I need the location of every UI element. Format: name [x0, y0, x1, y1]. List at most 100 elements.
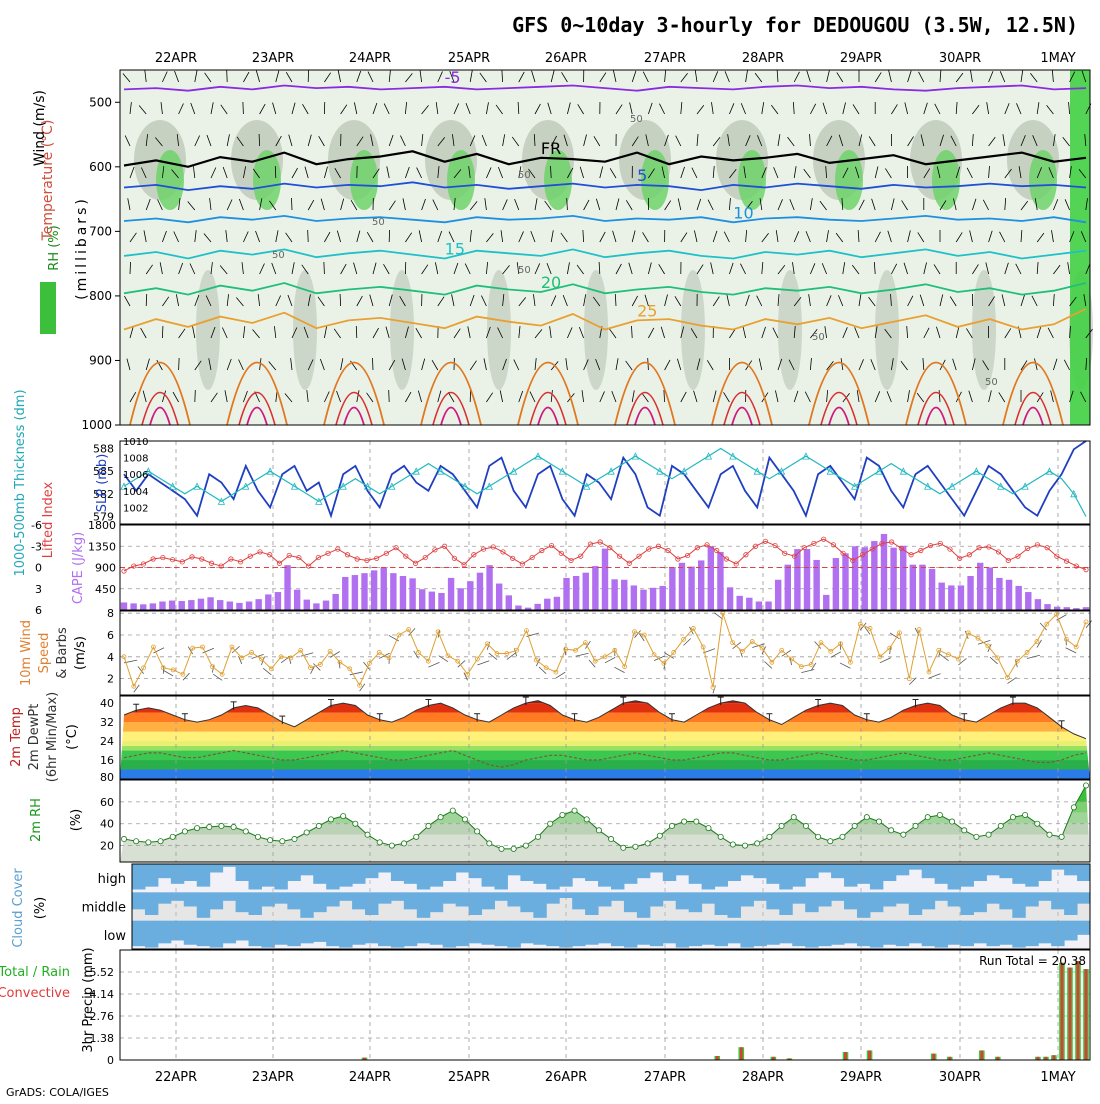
cape-bar	[592, 566, 598, 610]
cloud-cell	[1064, 864, 1077, 875]
rh-marker	[255, 834, 260, 839]
cloud-cell	[210, 921, 223, 948]
wind-barb	[576, 653, 589, 656]
cape-bar	[852, 546, 858, 610]
rh-marker	[913, 823, 918, 828]
cloud-cell	[378, 892, 391, 903]
li-axis-label: Lifted Index	[41, 481, 56, 558]
cloud-cell	[650, 864, 663, 873]
rh-marker	[134, 839, 139, 844]
cape-bar	[611, 579, 617, 610]
cloud-cell	[779, 864, 792, 890]
rh-band	[120, 824, 1090, 835]
cloud-cell	[223, 921, 236, 944]
wind-barb	[146, 294, 147, 306]
rh-marker	[268, 838, 273, 843]
cape-bar	[246, 602, 252, 611]
cape-bar	[631, 585, 637, 610]
rh-marker	[377, 840, 382, 845]
cape-bar	[121, 602, 127, 610]
bottom-date-label: 29APR	[840, 1070, 882, 1085]
convective-bar	[868, 1050, 871, 1060]
cape-bar	[919, 565, 925, 610]
cloud-cell	[494, 892, 507, 901]
y-tick-label: 40	[100, 697, 114, 710]
rh-marker	[767, 834, 772, 839]
rh-marker	[450, 808, 455, 813]
cloud-cell	[961, 892, 974, 915]
rh-marker	[1023, 812, 1028, 817]
cloud-cell	[715, 921, 728, 947]
rh-shade	[875, 270, 899, 390]
top-date-label: 1MAY	[1040, 51, 1075, 66]
rh-axis-label: (%)	[69, 809, 84, 832]
cloud-cell	[973, 921, 986, 944]
cape-bar	[381, 568, 387, 611]
cloud-cell	[715, 892, 728, 915]
wind-axis-label: Speed	[37, 633, 52, 674]
cloud-cell	[896, 864, 909, 875]
rh-marker	[1035, 821, 1040, 826]
cape-bar	[371, 570, 377, 610]
cloud-cell	[766, 864, 779, 884]
cape-bar	[602, 549, 608, 610]
cloud-axis-label: (%)	[33, 897, 48, 920]
cloud-cell	[831, 921, 844, 945]
cloud-cell	[805, 892, 818, 912]
cloud-cell	[715, 864, 728, 887]
rh-marker	[304, 830, 309, 835]
y-tick-label: 0	[107, 1054, 114, 1067]
rh-marker	[243, 829, 248, 834]
cape-bar	[236, 603, 242, 610]
cloud-cell	[378, 921, 391, 947]
cloud-cell	[443, 921, 456, 948]
cloud-cell	[676, 892, 689, 909]
rh-marker	[121, 836, 126, 841]
cloud-cell	[287, 921, 300, 947]
li-tick-label: 3	[35, 583, 42, 596]
cloud-cell	[637, 892, 650, 918]
cape-bar	[717, 552, 723, 610]
cloud-cell	[896, 921, 909, 947]
wind-barb	[130, 262, 131, 274]
temp-axis-label: 2m Temp	[9, 707, 24, 767]
cloud-cell	[469, 892, 482, 915]
cloud-cell	[313, 864, 326, 884]
wind-axis-label: & Barbs	[55, 627, 70, 679]
cloud-cell	[430, 892, 443, 912]
rh-marker	[816, 834, 821, 839]
cloud-cell	[456, 921, 469, 947]
rh-marker	[596, 828, 601, 833]
cloud-cell	[365, 864, 378, 878]
rh-contour-label: 50	[272, 250, 285, 261]
cloud-cell	[779, 892, 792, 915]
rh-marker	[328, 817, 333, 822]
cloud-cell	[1012, 921, 1025, 948]
rh-bands	[120, 780, 1090, 862]
cloud-cell	[300, 892, 313, 918]
rh-marker	[487, 841, 492, 846]
rh-marker	[840, 834, 845, 839]
wind-barb	[134, 685, 139, 692]
precip-axis-label: 3hr Precip (mm)	[81, 947, 96, 1052]
cloud-cell	[352, 921, 365, 945]
wind-barb	[489, 653, 497, 659]
rh-shade-high	[1070, 70, 1090, 425]
rh-marker	[1071, 805, 1076, 810]
y-tick-label: 800	[89, 289, 112, 303]
cloud-cell	[961, 864, 974, 887]
wind-barb	[308, 230, 309, 242]
cloud-cell	[753, 892, 766, 901]
y-tick-label: 2	[107, 673, 114, 686]
temp-axis-label: (6hr Min/Max)	[45, 692, 60, 782]
cape-ylabel: Lifted Index	[41, 481, 56, 558]
cloud-cell	[236, 892, 249, 912]
cloud-cell	[935, 892, 948, 901]
wind-barb	[243, 102, 244, 114]
wind-barb	[324, 262, 325, 274]
cloud-cell	[650, 892, 663, 906]
cloud-cell	[1051, 921, 1064, 947]
rh-marker	[876, 819, 881, 824]
wind-barb	[340, 294, 341, 306]
wind-barb	[684, 639, 691, 646]
